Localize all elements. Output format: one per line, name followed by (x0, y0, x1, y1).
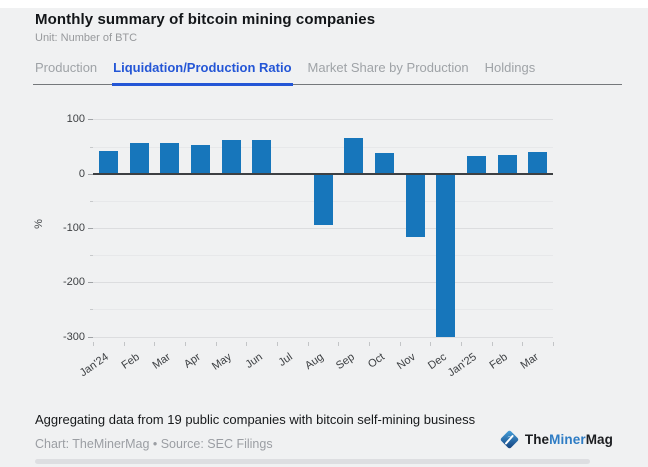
x-axis-tickmark (185, 342, 186, 346)
page-title: Monthly summary of bitcoin mining compan… (35, 11, 376, 28)
y-axis-tickmark (90, 200, 93, 202)
y-axis-tickmark (90, 146, 93, 148)
y-axis-tickmark (88, 173, 93, 175)
zero-axis-line (93, 172, 553, 175)
bar-Feb[interactable] (129, 142, 149, 174)
horizontal-scrollbar-thumb[interactable] (35, 459, 590, 464)
y-axis-tick-label: 100 (66, 113, 85, 126)
y-axis-tick-label: 0 (78, 167, 85, 180)
y-axis-tickmark (88, 336, 93, 338)
y-axis-tickmark (88, 119, 93, 121)
bar-Feb[interactable] (497, 154, 517, 174)
bar-Aug[interactable] (313, 173, 333, 226)
gridline (93, 146, 553, 148)
x-axis-tickmark (399, 342, 401, 346)
gridline (93, 228, 553, 229)
theminermag-logo[interactable]: TheMinerMag (499, 429, 613, 450)
x-axis-tickmark (369, 342, 370, 346)
x-axis-tickmark (277, 342, 278, 346)
y-axis-tickmark (90, 255, 93, 257)
y-axis-tick-label: -200 (62, 276, 85, 289)
x-axis-tickmark (307, 342, 309, 346)
x-axis-tickmark (522, 342, 524, 346)
footer-note: Aggregating data from 19 public companie… (35, 412, 476, 427)
y-axis-tick-label: -300 (62, 330, 85, 343)
x-axis-tickmark (491, 342, 493, 346)
bar-Mar[interactable] (160, 142, 180, 174)
gridline (93, 119, 553, 121)
bar-Sep[interactable] (344, 137, 364, 174)
x-axis-tickmark (93, 342, 94, 346)
gridline (93, 309, 553, 311)
tab-production[interactable]: Production (35, 60, 98, 75)
x-axis-tickmark (338, 342, 340, 346)
bar-Nov[interactable] (405, 173, 425, 238)
gridline (93, 282, 553, 284)
tab-bar: Production Liquidation/Production Ratio … (33, 57, 622, 86)
tab-holdings[interactable]: Holdings (484, 60, 536, 75)
x-axis-tickmark (430, 342, 432, 346)
y-axis-tickmark (88, 282, 93, 284)
y-axis-tickmark (88, 228, 93, 229)
plot-area: -300 -200 -100 0 100 Jan'24 Feb Mar Apr May Jun Jul… (63, 113, 554, 379)
gridline (93, 255, 553, 257)
x-axis-tickmark (154, 342, 156, 346)
pickaxe-diamond-icon (499, 429, 520, 450)
bar-Jun[interactable] (252, 139, 272, 174)
x-axis-tickmark (246, 342, 248, 346)
bar-Jan'24[interactable] (98, 150, 118, 174)
tab-liquidation-production-ratio[interactable]: Liquidation/Production Ratio (112, 57, 293, 86)
bar-May[interactable] (221, 139, 241, 174)
unit-subtitle: Unit: Number of BTC (35, 32, 138, 44)
bar-Oct[interactable] (374, 153, 394, 174)
gridline (93, 336, 553, 338)
logo-wordmark: TheMinerMag (524, 432, 613, 447)
bar-Apr[interactable] (190, 145, 210, 174)
bar-Jan'25[interactable] (466, 156, 486, 174)
footer-source: Chart: TheMinerMag • Source: SEC Filings (35, 437, 273, 451)
x-axis-tickmark (215, 342, 217, 346)
bar-Dec[interactable] (436, 173, 456, 337)
y-axis-tickmark (90, 309, 93, 311)
y-axis-tick-label: -100 (62, 222, 85, 234)
x-axis-tickmark (123, 342, 125, 346)
tab-market-share-by-production[interactable]: Market Share by Production (307, 60, 469, 75)
bar-Mar[interactable] (528, 152, 548, 174)
x-axis-tickmark (553, 342, 554, 346)
x-axis-tickmark (461, 342, 462, 346)
